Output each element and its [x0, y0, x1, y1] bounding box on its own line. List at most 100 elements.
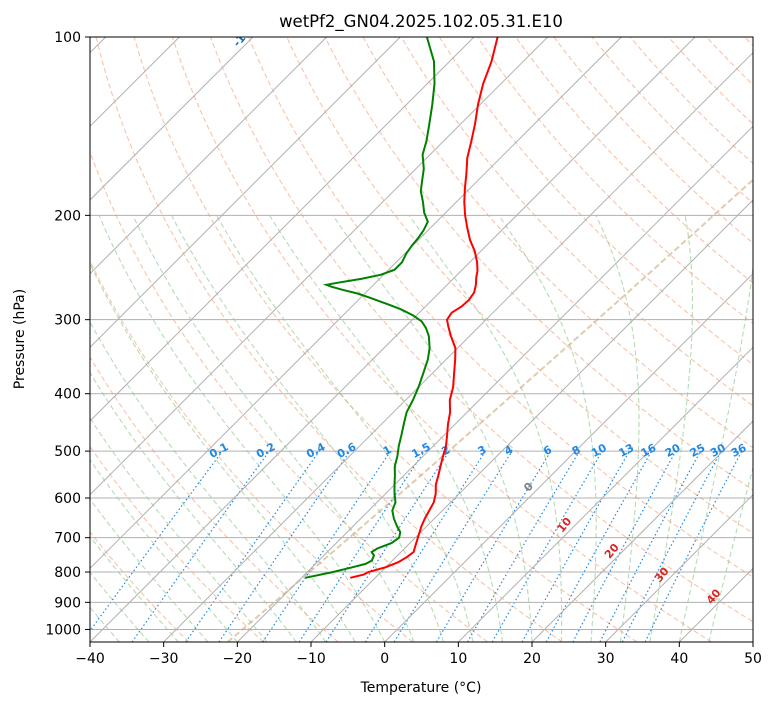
mixing-ratio-line	[644, 450, 743, 642]
mixing-ratio-line	[393, 450, 513, 642]
plot-frame	[89, 36, 754, 643]
dry-adiabat-line	[90, 356, 339, 642]
mixing-ratio-line	[545, 450, 653, 642]
y-axis-ticks: 100 200 300 400 500 600 700 800 900 1000	[45, 30, 90, 638]
x-axis-ticks: −40 −30 −20 −10 0 10 20 30 40 50	[75, 642, 762, 667]
dry-adiabat-line	[90, 259, 414, 642]
y-tick-label: 300	[54, 313, 81, 329]
x-axis-label: Temperature (°C)	[360, 680, 482, 696]
moist-adiabat-line	[90, 459, 238, 642]
mixing-ratio-label: 13	[617, 441, 637, 460]
mixing-ratio-line	[298, 450, 425, 642]
moist-adiabat-line	[678, 263, 753, 642]
x-tick-label: −20	[223, 651, 253, 667]
dry-adiabat-line	[515, 37, 753, 284]
y-tick-label: 800	[54, 565, 81, 581]
mixing-ratio-line	[466, 450, 580, 642]
y-tick-label: 1000	[45, 622, 81, 638]
y-tick-label: 100	[54, 30, 81, 46]
dry-adiabat-line	[362, 37, 753, 449]
mixing-ratio-label: 0.4	[304, 440, 328, 461]
mixing-ratio-lines	[90, 450, 743, 642]
sounding-series	[305, 37, 499, 579]
dewpoint-profile	[305, 37, 436, 579]
x-tick-label: −10	[296, 651, 326, 667]
moist-adiabat-line	[90, 262, 356, 642]
dry-adiabat-line	[706, 37, 753, 86]
isotherm-line	[90, 37, 401, 349]
mixing-ratio-line	[185, 450, 320, 642]
mixing-ratio-line	[90, 450, 223, 632]
mixing-ratio-label: 1	[381, 443, 394, 458]
dry-adiabat-line	[95, 37, 563, 642]
moist-adiabat-line	[708, 465, 753, 642]
adiabat-label: 10	[555, 515, 575, 535]
x-tick-label: 0	[380, 651, 389, 667]
isotherm-line	[90, 37, 622, 570]
mixing-ratio-line	[325, 450, 450, 642]
dry-adiabat-line	[744, 37, 753, 47]
dry-adiabat-line	[171, 37, 712, 642]
isotherm-grid	[90, 37, 753, 642]
dry-adiabat-line	[133, 37, 638, 642]
mixing-ratio-label: 25	[688, 441, 708, 460]
isotherm-line	[163, 51, 753, 642]
y-tick-label: 400	[54, 387, 81, 403]
ccl-line	[227, 178, 753, 642]
dry-adiabat-line	[90, 445, 264, 642]
mixing-ratio-label: 30	[708, 441, 728, 460]
mixing-ratio-label: 0.6	[335, 440, 359, 461]
moist-adiabat-line	[132, 215, 415, 642]
y-tick-label: 900	[54, 595, 81, 611]
isotherm-line	[236, 125, 753, 642]
adiabat-label: 20	[602, 541, 622, 561]
mixing-ratio-label: 36	[729, 441, 749, 460]
x-tick-label: 40	[670, 651, 688, 667]
moist-adiabat-line	[269, 215, 504, 642]
mixing-ratio-label: 16	[639, 441, 659, 460]
isotherm-line	[752, 641, 753, 642]
moist-adiabat-line	[90, 320, 327, 642]
y-tick-label: 200	[54, 208, 81, 224]
mixing-ratio-line	[131, 450, 270, 642]
x-tick-label: 10	[449, 651, 467, 667]
dry-adiabat-line	[248, 37, 753, 578]
isotherm-line	[90, 37, 475, 422]
dry-adiabat-line	[90, 531, 190, 642]
mixing-ratio-label: 3	[476, 443, 489, 458]
dry-adiabat-line	[324, 37, 753, 491]
isotherm-line	[90, 37, 549, 496]
moist-adiabat-line	[408, 214, 563, 642]
x-tick-label: −40	[75, 651, 105, 667]
moist-adiabat-line	[90, 417, 268, 642]
isobar-grid	[90, 37, 753, 630]
moist-adiabat-line	[90, 571, 150, 642]
chart-title: wetPf2_GN04.2025.102.05.31.E10	[279, 12, 563, 32]
moist-adiabat-line	[90, 498, 209, 642]
isotherm-line	[678, 567, 753, 642]
mixing-ratio-line	[521, 450, 631, 642]
ccl-curve	[227, 178, 753, 642]
x-tick-label: 30	[597, 651, 615, 667]
y-axis-label: Pressure (hPa)	[12, 289, 28, 389]
moist-adiabat-line	[498, 214, 597, 642]
moist-adiabat-line	[595, 215, 640, 642]
dry-adiabat-line	[400, 37, 753, 407]
temperature-profile	[349, 37, 499, 579]
dry-adiabats	[90, 37, 753, 642]
y-tick-label: 500	[54, 444, 81, 460]
mixing-ratio-label: 1.5	[409, 440, 432, 461]
isotherm-line	[531, 420, 753, 642]
isotherm-line	[90, 37, 696, 642]
x-tick-label: 20	[523, 651, 541, 667]
isotherm-line	[90, 37, 328, 275]
mixing-ratio-line	[572, 450, 677, 642]
mixing-ratio-label: 0.1	[207, 440, 230, 461]
mixing-ratio-label: 20	[663, 441, 683, 460]
x-tick-label: 50	[744, 651, 762, 667]
isotherm-line	[90, 37, 254, 201]
mixing-ratio-label: 10	[589, 441, 609, 460]
moist-adiabat-line	[171, 215, 445, 642]
moist-adiabat-line	[90, 535, 179, 642]
